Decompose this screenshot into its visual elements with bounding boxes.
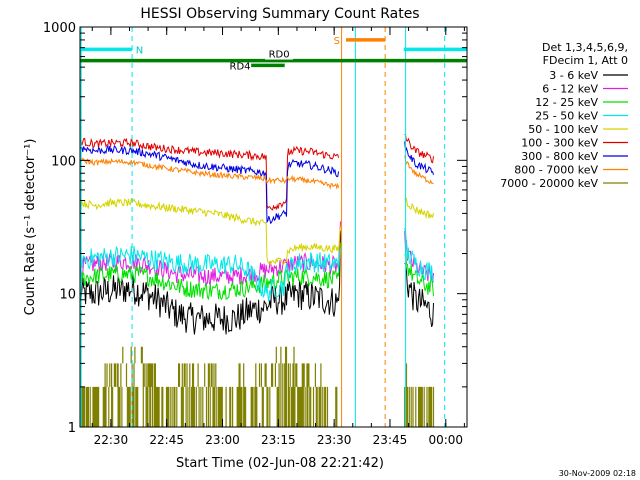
series-line	[80, 141, 434, 225]
series-line	[80, 133, 434, 211]
flag-label: RD4	[230, 61, 251, 72]
x-tick-label: 23:45	[373, 433, 408, 447]
x-tick-label: 23:00	[205, 433, 240, 447]
series-line	[80, 230, 434, 335]
legend-entry-label: 25 - 50 keV	[535, 110, 598, 123]
series-line	[80, 228, 434, 302]
x-tick-label: 23:15	[261, 433, 296, 447]
y-tick-label: 1	[68, 421, 76, 436]
legend-entry-label: 50 - 100 keV	[528, 123, 598, 136]
series-800-7000-kev	[80, 155, 434, 190]
x-tick-label: 23:30	[317, 433, 352, 447]
chart-title: HESSI Observing Summary Count Rates	[140, 6, 419, 22]
plot-frame	[79, 26, 468, 428]
legend-entry-label: 12 - 25 keV	[535, 96, 598, 109]
flag-label: N	[136, 45, 143, 56]
y-axis-label: Count Rate (s⁻¹ detector⁻¹)	[23, 139, 38, 316]
x-tick-label: 22:45	[149, 433, 184, 447]
legend-entry-label: 300 - 800 keV	[521, 150, 598, 163]
legend-entry-label: 800 - 7000 keV	[514, 164, 598, 177]
series-line	[80, 242, 434, 301]
series-line	[80, 197, 434, 266]
legend-entry-label: 6 - 12 keV	[542, 83, 598, 96]
axes: 22:30 22:45 23:00 23:15 23:30 23:45 00:00 1 10 10…	[43, 21, 467, 447]
series-100-300-kev	[80, 133, 434, 211]
series-line	[80, 155, 434, 190]
y-tick-label: 1000	[43, 21, 76, 36]
series-3-6-kev	[80, 230, 434, 335]
flag-label: RD0	[269, 50, 290, 61]
x-tick-label: 22:30	[94, 433, 129, 447]
legend-entry-label: 100 - 300 keV	[521, 137, 598, 150]
series-25-50-kev	[80, 228, 434, 302]
y-tick-label: 10	[59, 288, 76, 303]
legend-header: FDecim 1, Att 0	[543, 54, 628, 67]
legend-entry-label: 3 - 6 keV	[549, 69, 598, 82]
footer-timestamp: 30-Nov-2009 02:18	[559, 469, 636, 478]
legend-header: Det 1,3,4,5,6,9,	[542, 41, 628, 54]
annotations: N RD0 RD4 S	[80, 27, 467, 427]
x-axis-label: Start Time (02-Jun-08 22:21:42)	[176, 456, 384, 471]
series-7000-20000-kev	[81, 346, 435, 427]
series-12-25-kev	[80, 242, 434, 301]
series-50-100-kev	[80, 197, 434, 266]
series-line	[81, 346, 435, 427]
series-300-800-kev	[80, 141, 434, 225]
legend-entry-label: 7000 - 20000 keV	[500, 177, 598, 190]
x-tick-label: 00:00	[428, 433, 463, 447]
y-tick-label: 100	[51, 154, 76, 169]
flag-label: S	[334, 36, 340, 47]
legend: Det 1,3,4,5,6,9,FDecim 1, Att 0 3 - 6 keV…	[500, 41, 628, 190]
